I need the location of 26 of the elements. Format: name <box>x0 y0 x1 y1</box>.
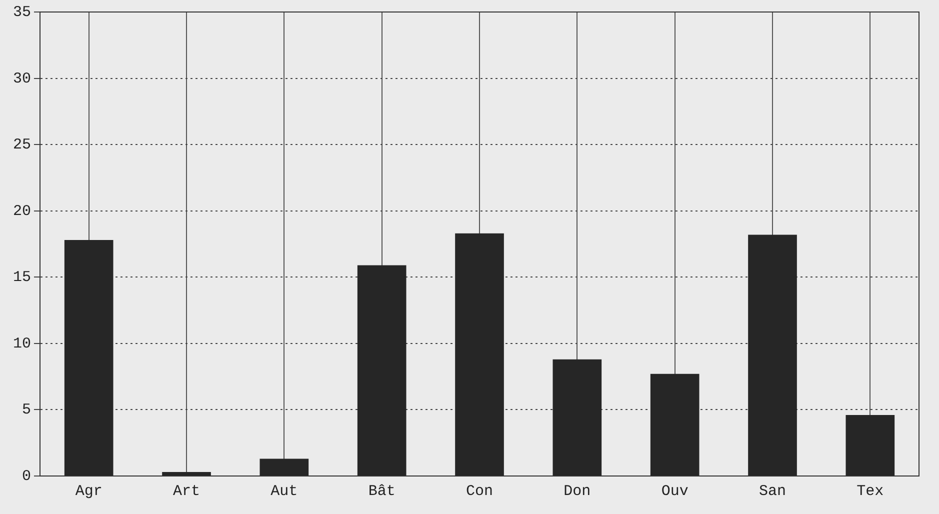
bar <box>64 240 114 476</box>
bar <box>162 472 211 476</box>
y-tick-label: 15 <box>12 269 32 286</box>
bar <box>357 265 406 476</box>
x-tick-label: Ouv <box>661 482 688 500</box>
bar <box>455 233 504 476</box>
x-tick-label: Tex <box>856 482 884 500</box>
y-tick-label: 20 <box>12 202 32 220</box>
x-tick-label: Aut <box>270 482 298 500</box>
y-tick-label: 5 <box>22 402 32 419</box>
x-tick-label: Bât <box>368 482 396 500</box>
x-tick-label: Agr <box>75 482 102 500</box>
x-tick-label: Art <box>172 482 200 500</box>
bar <box>650 374 700 476</box>
x-tick-label: San <box>758 482 786 500</box>
bar <box>260 458 309 476</box>
y-tick-label: 25 <box>12 136 32 154</box>
bar <box>552 359 602 476</box>
y-tick-label: 10 <box>12 335 32 352</box>
y-tick-label: 30 <box>12 70 32 88</box>
y-tick-label: 0 <box>22 468 32 485</box>
bar <box>846 415 895 476</box>
x-tick-label: Don <box>564 482 591 500</box>
bar <box>748 234 797 476</box>
y-tick-label: 35 <box>12 4 32 21</box>
x-tick-label: Con <box>466 482 494 500</box>
